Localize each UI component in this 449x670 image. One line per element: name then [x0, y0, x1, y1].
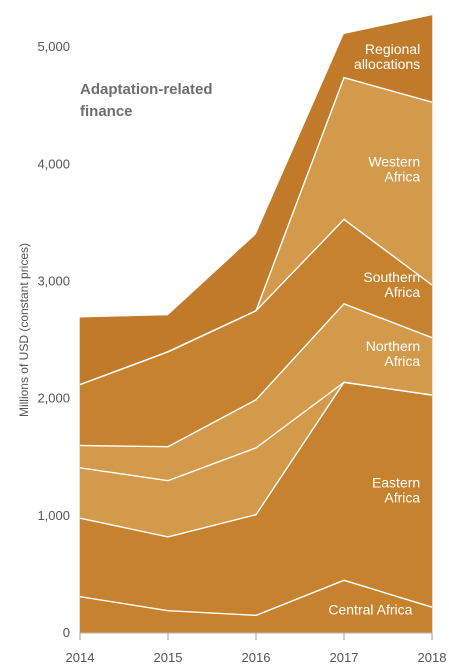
x-axis-ticks: 2014 2015 2016 2017 2018: [66, 633, 447, 665]
boundary-line-3: [79, 302, 433, 448]
series-label-line: Africa: [384, 284, 420, 300]
series-label-line: Southern: [363, 269, 420, 285]
series-label-line: Africa: [384, 353, 420, 369]
series-label-line: Africa: [384, 169, 420, 185]
x-tick-label: 2017: [330, 650, 359, 665]
boundary-line-5: [79, 76, 433, 386]
y-tick-label: 3,000: [37, 274, 70, 289]
boundary-lines: [79, 76, 433, 617]
series-label-regional-allocations: Regional allocations: [354, 41, 420, 72]
area-layers: [79, 15, 433, 634]
series-label-line: Northern: [366, 338, 420, 354]
x-tick-label: 2018: [418, 650, 447, 665]
series-label-eastern-africa: Eastern Africa: [372, 474, 420, 505]
chart-title-line-1: Adaptation-related: [80, 81, 213, 98]
y-axis-label: Millions of USD (constant prices): [17, 243, 31, 417]
x-tick-label: 2016: [242, 650, 271, 665]
y-axis-ticks: 0 1,000 2,000 3,000 4,000 5,000: [37, 39, 70, 640]
series-label-line: Eastern: [372, 474, 420, 490]
x-tick-label: 2015: [154, 650, 183, 665]
y-tick-label: 5,000: [37, 39, 70, 54]
boundary-line-0: [79, 579, 433, 617]
y-tick-label: 0: [63, 625, 70, 640]
series-label-line: Western: [368, 154, 420, 170]
series-label-western-africa: Western Africa: [368, 154, 420, 185]
series-label-line: Africa: [384, 489, 420, 505]
x-tick-label: 2014: [66, 650, 95, 665]
chart-title: Adaptation-related finance: [80, 81, 217, 120]
series-label-line: allocations: [354, 56, 420, 72]
series-label-central-africa: Central Africa: [328, 602, 412, 618]
boundary-line-2: [79, 381, 433, 482]
chart-title-line-2: finance: [80, 103, 133, 120]
series-label-line: Regional: [365, 41, 420, 57]
y-tick-label: 4,000: [37, 156, 70, 171]
series-label-northern-africa: Northern Africa: [366, 338, 421, 369]
y-tick-label: 1,000: [37, 508, 70, 523]
y-tick-label: 2,000: [37, 391, 70, 406]
series-label-southern-africa: Southern Africa: [363, 269, 420, 300]
